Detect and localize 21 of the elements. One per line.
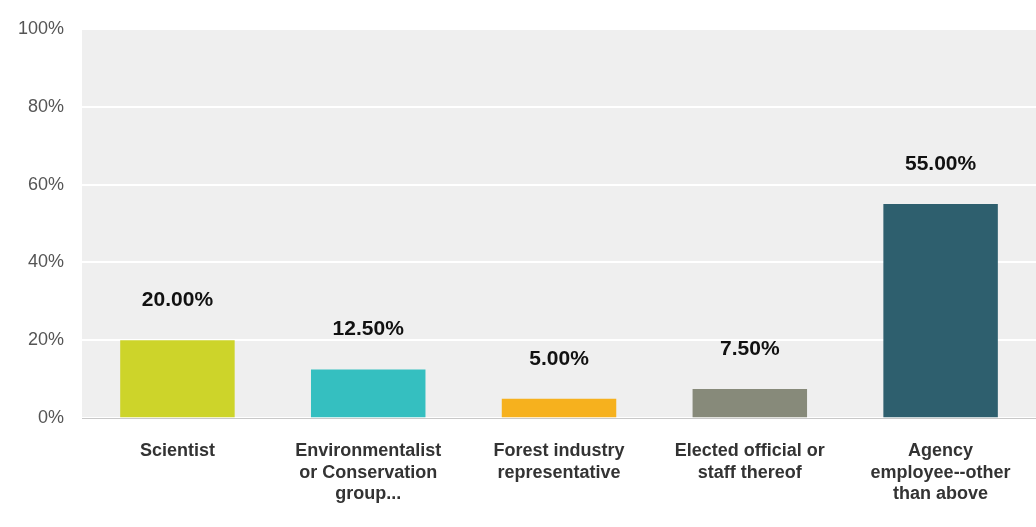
y-tick-label: 80% (28, 95, 65, 116)
data-label: 12.50% (332, 316, 405, 340)
x-tick-label: Environmentalist or Conservation group... (295, 439, 442, 504)
x-tick-label: Elected official or staff thereof (674, 439, 825, 482)
data-label: 7.50% (720, 335, 780, 359)
y-tick-label: 20% (28, 329, 65, 350)
x-tick-label: Scientist (139, 439, 215, 460)
bar (120, 340, 235, 418)
bar (310, 369, 426, 418)
data-label: 20.00% (141, 287, 214, 311)
bar (883, 204, 998, 418)
y-tick-label: 0% (38, 407, 65, 428)
bar (692, 389, 808, 418)
x-tick-label: Forest industry representative (493, 439, 625, 482)
y-tick-label: 100% (17, 17, 65, 38)
bar (501, 398, 617, 418)
x-tick-label: Agency employee--other than above (870, 439, 1011, 504)
data-label: 55.00% (904, 150, 977, 174)
y-tick-label: 60% (28, 173, 65, 194)
y-tick-label: 40% (28, 251, 65, 272)
data-label: 5.00% (529, 345, 590, 369)
